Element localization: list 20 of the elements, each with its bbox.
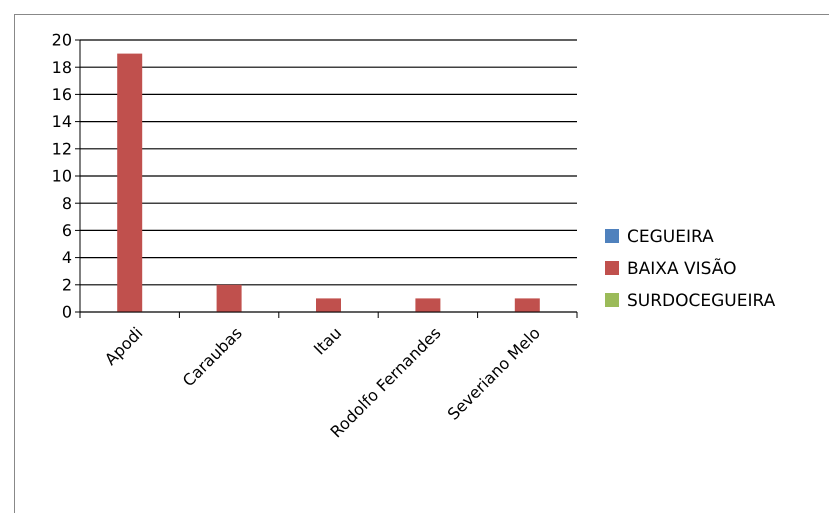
y-tick-label: 0: [62, 302, 72, 322]
y-tick-label: 10: [52, 166, 72, 186]
y-tick-label: 16: [52, 85, 72, 104]
bar: [514, 298, 540, 312]
y-tick-label: 6: [62, 221, 72, 240]
y-tick-label: 14: [52, 112, 72, 132]
legend-label: BAIXA VISÃO: [627, 258, 736, 279]
bar: [216, 284, 242, 312]
bar: [415, 298, 440, 312]
y-tick-label: 8: [62, 194, 72, 213]
y-tick-label: 20: [52, 30, 72, 50]
y-tick-label: 12: [52, 139, 72, 158]
bar: [316, 298, 341, 312]
legend-label: SURDOCEGUEIRA: [627, 290, 776, 311]
legend-label: CEGUEIRA: [627, 226, 714, 247]
y-tick-label: 2: [62, 275, 72, 294]
y-tick-label: 4: [62, 248, 72, 268]
bar: [117, 54, 142, 312]
y-tick-label: 18: [52, 58, 72, 77]
x-tick-label: Itau: [310, 323, 346, 359]
